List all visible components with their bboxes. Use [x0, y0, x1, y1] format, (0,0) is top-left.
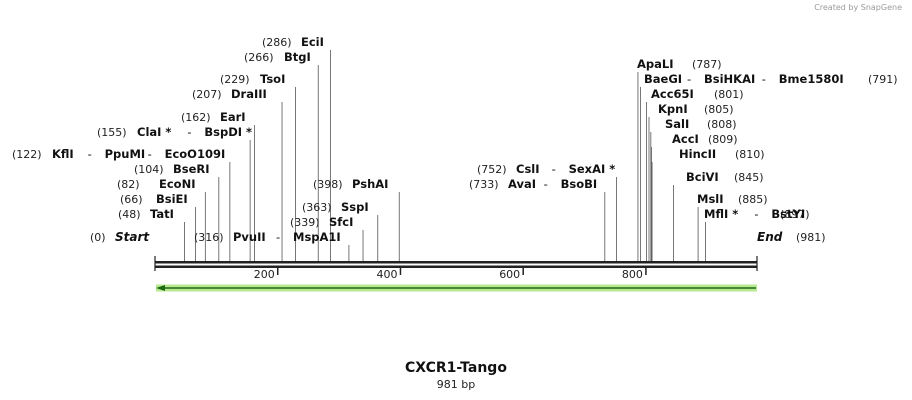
site-name[interactable]: SalI	[665, 117, 689, 131]
ruler-tick-label: 800	[622, 268, 643, 281]
site-position: (122)	[12, 148, 42, 161]
start-label: Start	[115, 230, 150, 244]
site-name[interactable]: MslI	[697, 192, 724, 206]
site-name[interactable]: BtgI	[284, 50, 311, 64]
site-position: (316)	[194, 231, 224, 244]
site-position: (398)	[313, 178, 343, 191]
site-name[interactable]: ClaI * - BspDI *	[137, 125, 252, 139]
site-position: (162)	[181, 111, 211, 124]
site-position: (48)	[118, 208, 141, 221]
site-name[interactable]: BsiEI	[156, 192, 188, 206]
site-position: (733)	[469, 178, 499, 191]
site-position: (229)	[220, 73, 250, 86]
site-position: (897)	[780, 208, 810, 221]
site-position: (791)	[868, 73, 898, 86]
site-position: (339)	[290, 216, 320, 229]
sequence-backbone	[155, 261, 757, 268]
site-position: (207)	[192, 88, 222, 101]
end-position: (981)	[796, 231, 826, 244]
site-name[interactable]: TatI	[150, 207, 174, 221]
site-name[interactable]: PvuII - MspA1I	[233, 230, 341, 244]
start-position: (0)	[90, 231, 106, 244]
site-name[interactable]: Acc65I	[651, 87, 694, 101]
sequence-name: CXCR1-Tango	[405, 360, 507, 376]
site-position: (752)	[477, 163, 507, 176]
feature-arrow	[156, 284, 757, 292]
site-position: (845)	[734, 171, 764, 184]
site-position: (810)	[735, 148, 765, 161]
backbone-top-strand	[155, 261, 757, 264]
site-name[interactable]: MflI * - BstYI	[704, 207, 805, 221]
site-labels: (48) TatI (66) BsiEI (82) EcoNI(104) BseRI (122…	[12, 35, 898, 244]
site-position: (787)	[692, 58, 722, 71]
site-name[interactable]: HincII	[679, 147, 716, 161]
snapgene-watermark: Created by SnapGene	[814, 3, 902, 12]
site-name[interactable]: EarI	[220, 110, 246, 124]
site-name[interactable]: KpnI	[658, 102, 688, 116]
feature-arrowhead	[156, 285, 165, 291]
site-position: (363)	[302, 201, 332, 214]
backbone-bottom-strand	[155, 265, 757, 268]
ruler-tick-label: 600	[499, 268, 520, 281]
site-lines	[184, 50, 706, 261]
site-name[interactable]: AvaI - BsoBI	[508, 177, 597, 191]
end-label: End	[757, 230, 783, 244]
site-position: (155)	[97, 126, 127, 139]
site-position: (266)	[244, 51, 274, 64]
site-position: (801)	[714, 88, 744, 101]
site-name[interactable]: DraIII	[231, 87, 267, 101]
ruler: 200 400 600 800	[254, 268, 647, 281]
site-name[interactable]: BaeGI - BsiHKAI - Bme1580I	[644, 72, 844, 86]
site-name[interactable]: BseRI	[173, 162, 210, 176]
site-name[interactable]: EciI	[301, 35, 324, 49]
ruler-tick-label: 200	[254, 268, 275, 281]
site-name[interactable]: ApaLI	[637, 57, 674, 71]
sequence-ends: (0) Start End (981)	[90, 230, 826, 271]
site-position: (82)	[117, 178, 140, 191]
site-position: (808)	[707, 118, 737, 131]
site-position: (104)	[134, 163, 164, 176]
site-name[interactable]: EcoNI	[159, 177, 195, 191]
site-name[interactable]: KflI - PpuMI - EcoO109I	[52, 147, 225, 161]
ruler-tick-label: 400	[376, 268, 397, 281]
site-name[interactable]: CslI - SexAI *	[516, 162, 615, 176]
site-name[interactable]: SspI	[341, 200, 369, 214]
site-position: (809)	[708, 133, 738, 146]
site-name[interactable]: AccI	[672, 132, 699, 146]
site-position: (66)	[120, 193, 143, 206]
site-name[interactable]: PshAI	[352, 177, 388, 191]
site-name[interactable]: SfcI	[329, 215, 353, 229]
site-name[interactable]: TsoI	[260, 72, 285, 86]
sequence-length: 981 bp	[436, 378, 476, 391]
site-position: (805)	[704, 103, 734, 116]
site-position: (885)	[738, 193, 768, 206]
site-position: (286)	[262, 36, 292, 49]
site-name[interactable]: BciVI	[686, 170, 719, 184]
